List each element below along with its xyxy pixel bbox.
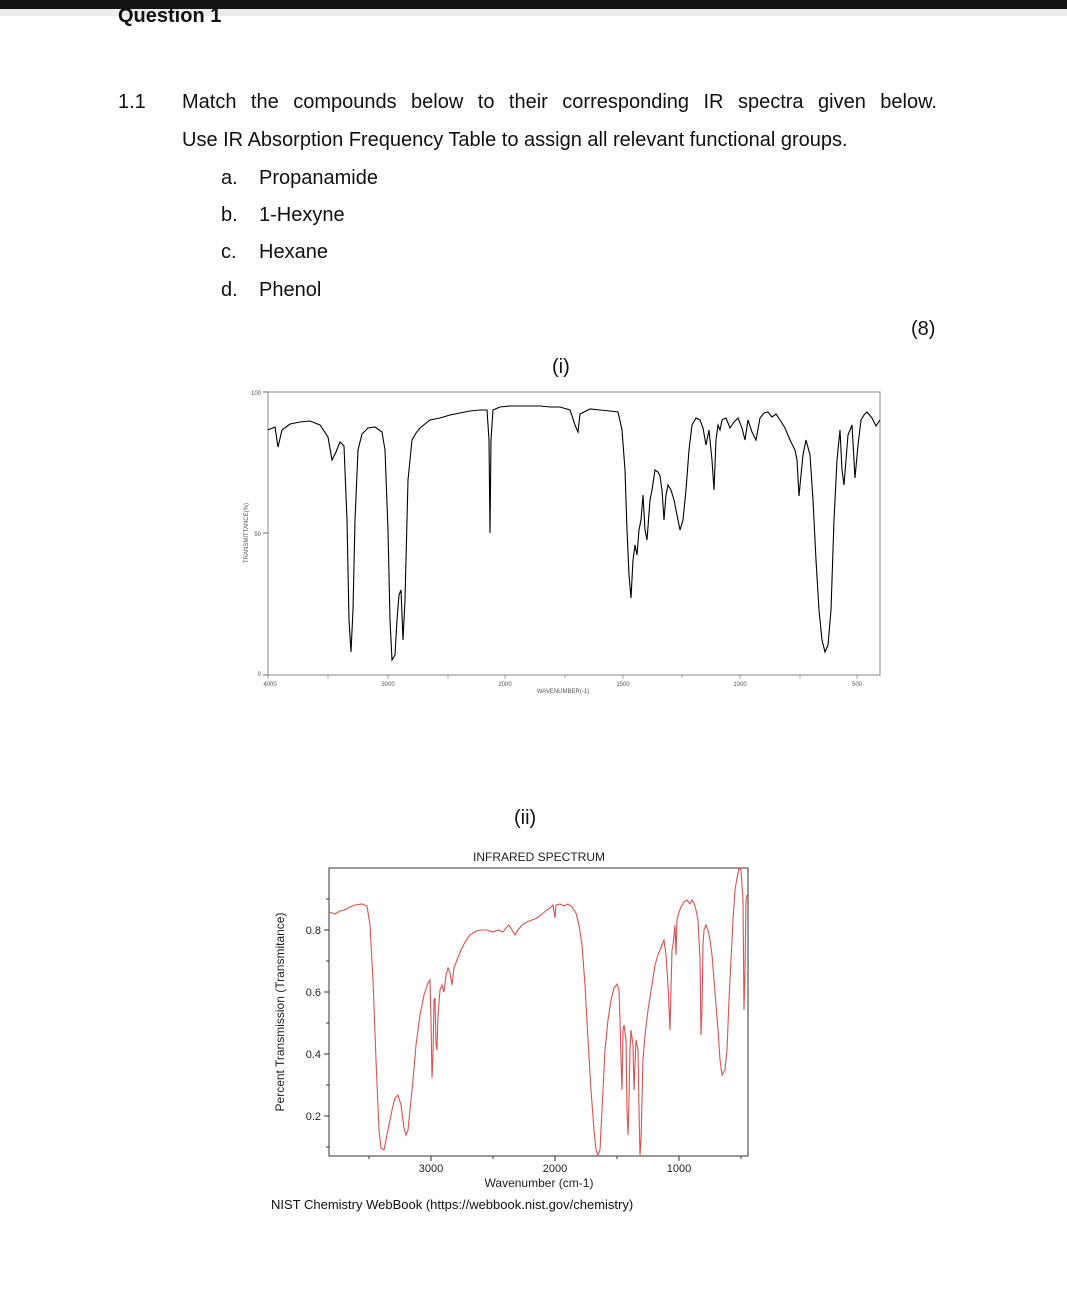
- instruction-line-1: Match the compounds below to their corre…: [182, 91, 937, 113]
- spectrum-i-trace: [267, 405, 881, 662]
- compound-letter: b.: [221, 204, 238, 226]
- spectrum-i-xtick: 3000: [381, 682, 395, 688]
- question-title: Question 1: [118, 5, 222, 27]
- spectrum-i-xlabel: WAVENUMBER(-1): [537, 689, 589, 695]
- compound-name: 1-Hexyne: [259, 204, 345, 226]
- spectrum-ii-xtick: 2000: [543, 1163, 567, 1175]
- compound-letter: c.: [221, 241, 237, 263]
- spectrum-i-xtick: 2000: [498, 682, 512, 688]
- compound-name: Propanamide: [259, 167, 378, 189]
- spectrum-ii-xtick: 1000: [667, 1163, 691, 1175]
- compound-d: d. Phenol: [221, 277, 321, 303]
- top-bar-shadow: [0, 9, 1067, 16]
- compound-name: Phenol: [259, 279, 322, 301]
- spectrum-ii-frame: [328, 867, 749, 1157]
- spectrum-i-label: (i): [552, 356, 570, 378]
- spectrum-ii-xtick: 3000: [419, 1163, 443, 1175]
- compound-c: c. Hexane: [221, 239, 328, 265]
- spectrum-ii-ytick: 0.6: [306, 987, 321, 999]
- instruction-line-2: Use IR Absorption Frequency Table to ass…: [182, 129, 848, 151]
- spectrum-ii-ytick: 0.2: [306, 1111, 321, 1123]
- spectrum-ii-ytick: 0.4: [306, 1049, 321, 1061]
- spectrum-i-ytick: 0: [258, 672, 262, 678]
- spectrum-ii-trace: [328, 866, 748, 1157]
- marks-allocation: (8): [911, 318, 936, 340]
- spectrum-ii-label: (ii): [514, 807, 537, 829]
- spectrum-ii-ytick: 0.8: [306, 925, 321, 937]
- compound-b: b. 1-Hexyne: [221, 202, 345, 228]
- compound-a: a. Propanamide: [221, 165, 378, 191]
- spectrum-ii-title: INFRARED SPECTRUM: [473, 850, 605, 864]
- item-number: 1.1: [118, 91, 146, 113]
- spectrum-i-xtick: 1500: [616, 682, 630, 688]
- spectrum-ii: INFRARED SPECTRUM 0.8 0.6 0.4 0.2 Percen…: [273, 850, 749, 1190]
- compound-name: Hexane: [259, 241, 328, 263]
- spectrum-i-ytick: 100: [251, 391, 262, 397]
- spectrum-i: 100 50 0 TRANSMITTANCE(%) 4000 3000 2000…: [244, 391, 881, 695]
- top-bar: [0, 0, 1067, 9]
- spectrum-i-xtick: 4000: [263, 682, 277, 688]
- spectrum-i-ylabel: TRANSMITTANCE(%): [244, 503, 250, 563]
- spectrum-i-ytick: 50: [254, 532, 261, 538]
- spectrum-ii-ylabel: Percent Transmission (Transmitance): [273, 913, 287, 1112]
- spectrum-ii-xlabel: Wavenumber (cm-1): [485, 1176, 594, 1190]
- spectrum-i-xtick: 500: [852, 682, 863, 688]
- source-attribution: NIST Chemistry WebBook (https://webbook.…: [271, 1197, 634, 1212]
- compound-letter: d.: [221, 279, 238, 301]
- compound-letter: a.: [221, 167, 238, 189]
- spectrum-i-xtick: 1000: [733, 682, 747, 688]
